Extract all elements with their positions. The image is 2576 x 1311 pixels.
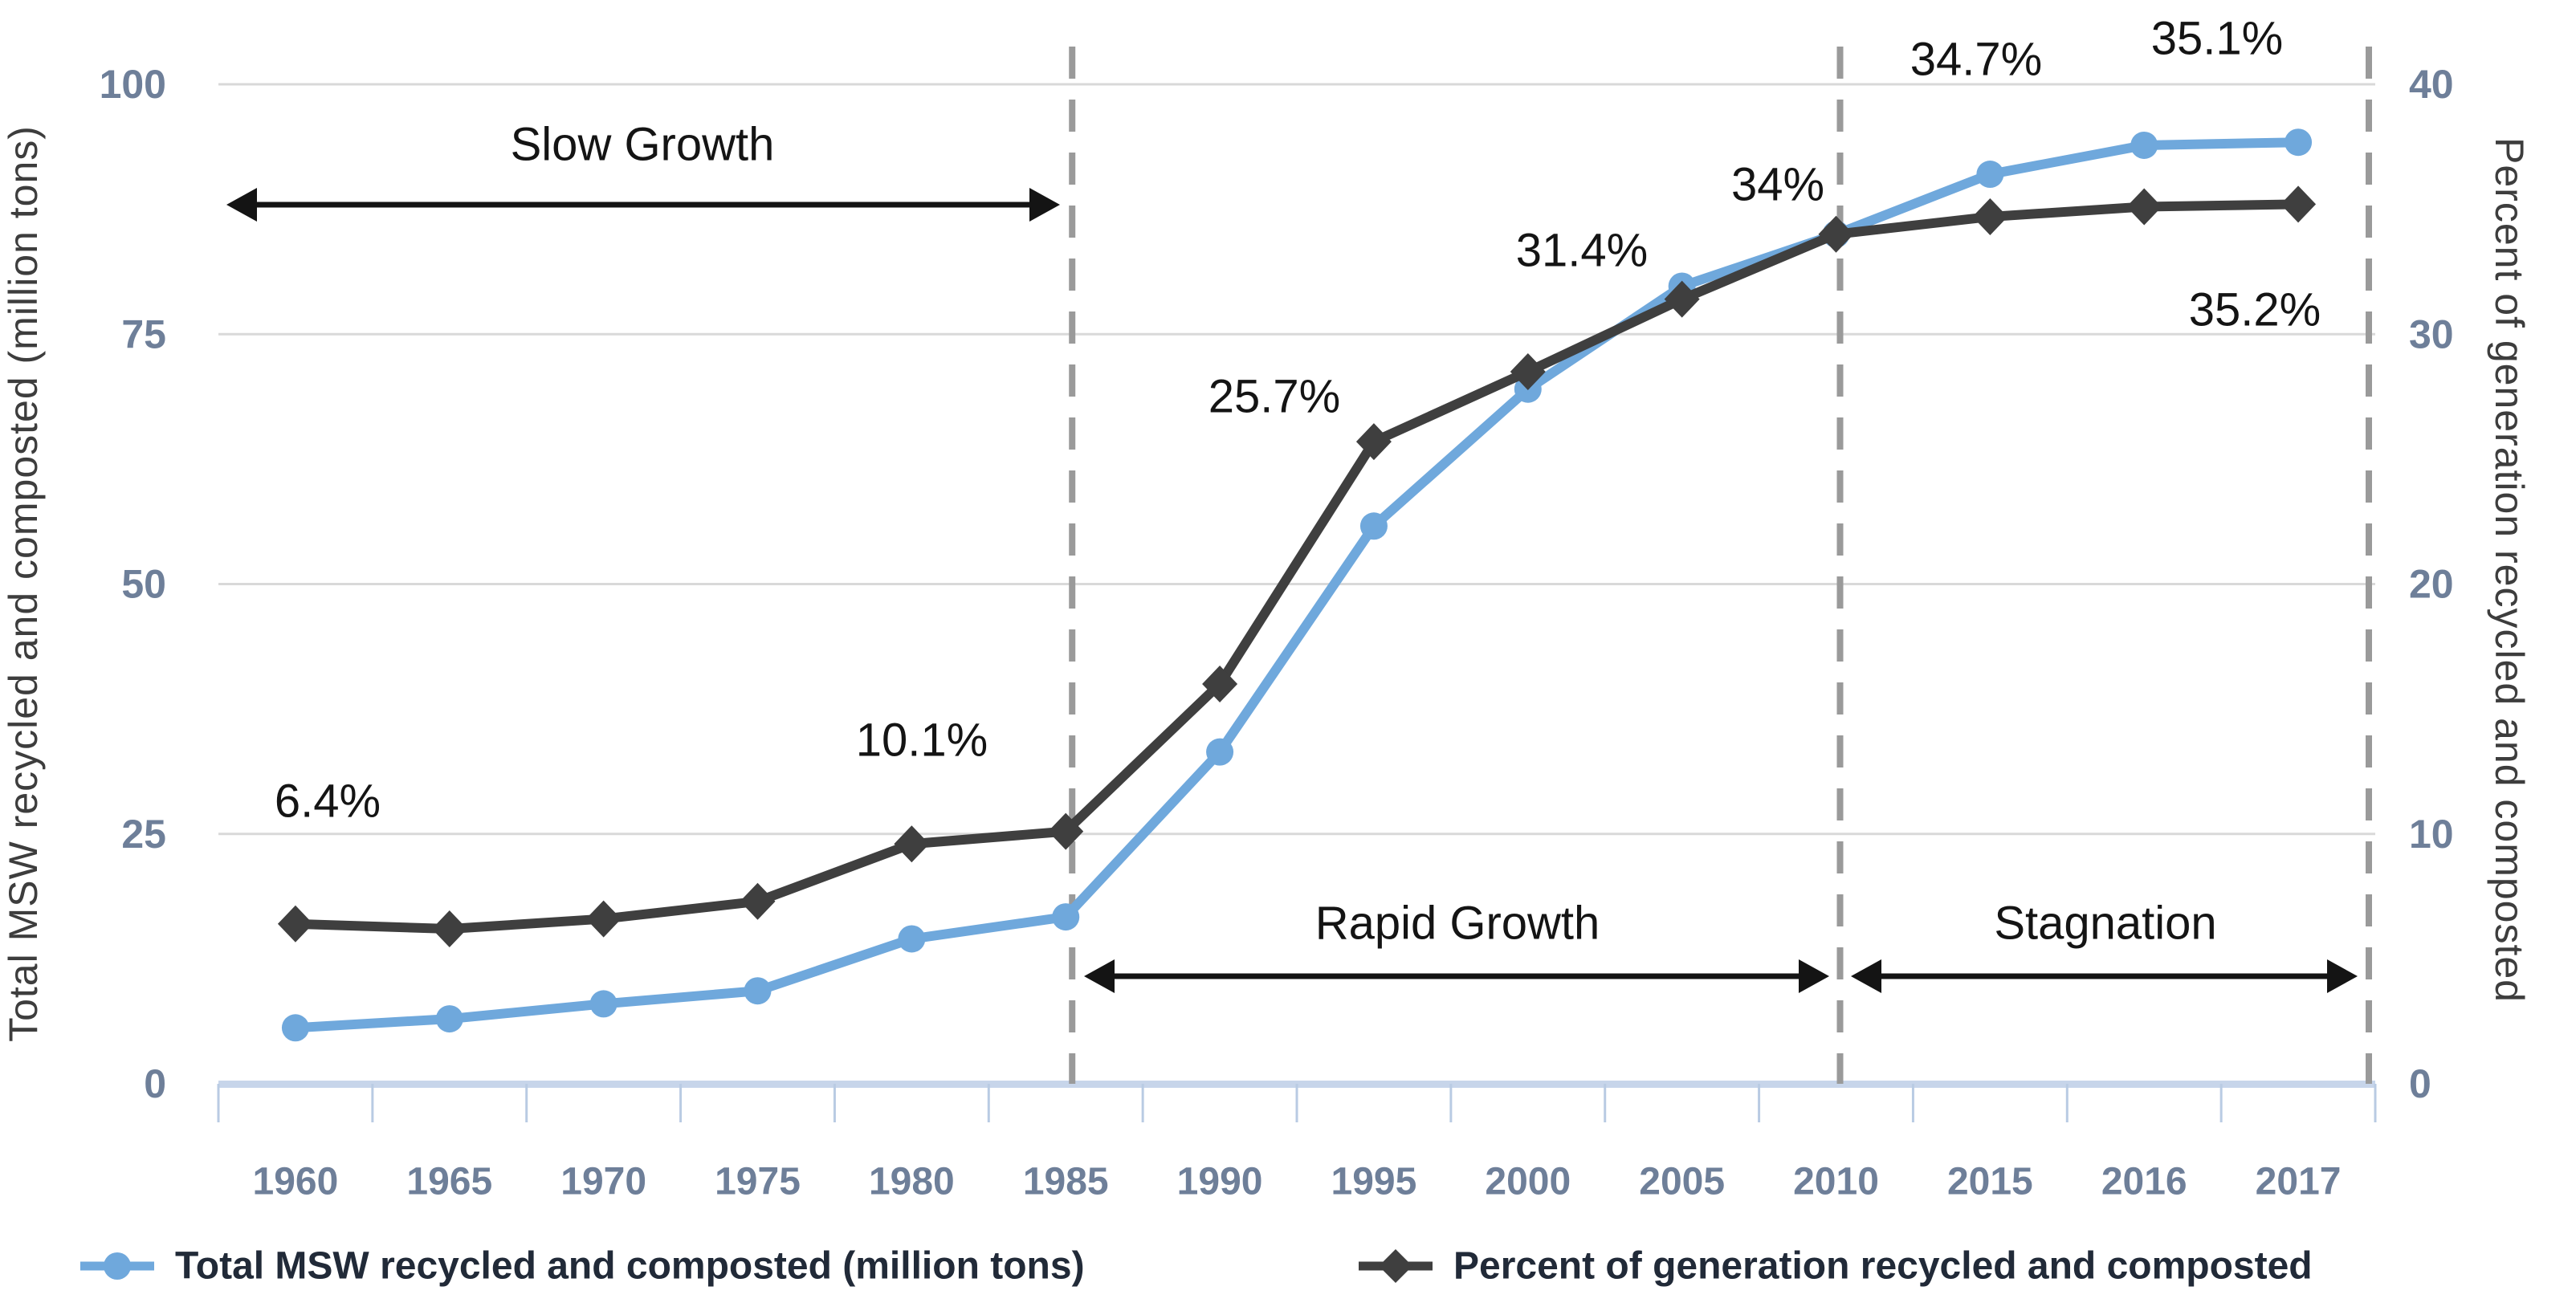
year-label: 2010 bbox=[1793, 1161, 1879, 1203]
year-label: 2005 bbox=[1639, 1161, 1725, 1203]
phase-label: Rapid Growth bbox=[1315, 898, 1600, 950]
percent-value-annotation: 34.7% bbox=[1910, 34, 2042, 86]
right-axis-title: Percent of generation recycled and compo… bbox=[2487, 137, 2532, 1003]
data-point-circle bbox=[1206, 738, 1234, 766]
year-label: 1995 bbox=[1331, 1161, 1417, 1203]
data-point-diamond bbox=[585, 900, 622, 938]
data-point-diamond bbox=[1818, 215, 1854, 253]
data-point-diamond bbox=[277, 905, 313, 943]
data-point-diamond bbox=[740, 882, 776, 920]
series-percent bbox=[277, 185, 2317, 948]
legend-label-tons: Total MSW recycled and composted (millio… bbox=[175, 1245, 1085, 1288]
x-axis-year-labels: 1960 1965 1970 1975 1980 1985 1990 1995 2000 2005… bbox=[253, 1161, 2342, 1203]
arrowhead-icon bbox=[1029, 188, 1060, 222]
year-label: 1965 bbox=[406, 1161, 492, 1203]
year-label: 2000 bbox=[1485, 1161, 1571, 1203]
legend-diamond-icon bbox=[1379, 1249, 1412, 1283]
percent-value-annotation: 35.1% bbox=[2151, 13, 2283, 65]
left-tick-label: 0 bbox=[144, 1061, 166, 1106]
percent-value-annotation: 35.2% bbox=[2189, 284, 2321, 336]
right-tick-label: 10 bbox=[2409, 812, 2454, 857]
data-point-diamond bbox=[1510, 352, 1546, 390]
series-line bbox=[295, 137, 2299, 1033]
left-tick-label: 75 bbox=[121, 311, 166, 356]
data-point-circle bbox=[2130, 131, 2158, 159]
arrowhead-icon bbox=[1851, 959, 1881, 993]
percent-value-annotation: 25.7% bbox=[1209, 371, 1340, 423]
data-point-diamond bbox=[1664, 280, 1700, 318]
left-tick-label: 50 bbox=[121, 562, 166, 607]
year-label: 2015 bbox=[1947, 1161, 2033, 1203]
percent-value-annotation: 34% bbox=[1731, 159, 1824, 211]
year-label: 1985 bbox=[1023, 1161, 1109, 1203]
phase-region: Slow Growth bbox=[226, 119, 1060, 222]
phase-region: Stagnation bbox=[1851, 898, 2358, 993]
right-tick-label: 40 bbox=[2409, 62, 2454, 107]
percent-value-annotation: 31.4% bbox=[1516, 225, 1648, 277]
year-label: 1980 bbox=[869, 1161, 955, 1203]
data-point-circle bbox=[1976, 161, 2004, 189]
right-axis-tick-labels: 40 30 20 10 0 bbox=[2409, 62, 2454, 1106]
data-point-diamond bbox=[2126, 188, 2162, 226]
legend-circle-icon bbox=[104, 1252, 131, 1280]
data-point-diamond bbox=[1972, 197, 2008, 235]
data-series bbox=[277, 128, 2317, 1042]
data-point-diamond bbox=[431, 910, 467, 948]
data-point-diamond bbox=[1355, 423, 1392, 461]
percent-annotations: 6.4% 10.1% 25.7% 31.4% 34% 34.7% 35.1% 35.2% bbox=[275, 13, 2321, 828]
x-axis-ticks bbox=[217, 1084, 2377, 1122]
year-label: 1970 bbox=[560, 1161, 646, 1203]
gridlines bbox=[218, 83, 2375, 836]
data-point-diamond bbox=[2280, 185, 2317, 223]
data-point-circle bbox=[435, 1005, 463, 1033]
data-point-diamond bbox=[1048, 812, 1084, 850]
left-tick-label: 25 bbox=[121, 812, 166, 857]
arrowhead-icon bbox=[1799, 959, 1829, 993]
left-tick-label: 100 bbox=[100, 62, 166, 107]
data-point-circle bbox=[589, 990, 618, 1018]
year-label: 1960 bbox=[253, 1161, 339, 1203]
left-axis-title: Total MSW recycled and composted (millio… bbox=[1, 125, 46, 1042]
series-line bbox=[295, 199, 2299, 934]
percent-value-annotation: 10.1% bbox=[856, 715, 988, 767]
data-point-diamond bbox=[894, 825, 930, 863]
year-label: 1990 bbox=[1177, 1161, 1263, 1203]
data-point-circle bbox=[744, 977, 772, 1005]
phase-label: Stagnation bbox=[1994, 898, 2216, 950]
arrowhead-icon bbox=[2327, 959, 2358, 993]
arrowhead-icon bbox=[1084, 959, 1115, 993]
phase-label: Slow Growth bbox=[511, 119, 775, 171]
arrowhead-icon bbox=[226, 188, 257, 222]
data-point-circle bbox=[1052, 903, 1080, 931]
legend-label-percent: Percent of generation recycled and compo… bbox=[1453, 1245, 2313, 1288]
phase-annotations: Slow Growth Rapid Growth Stagnation bbox=[226, 119, 2358, 993]
data-point-circle bbox=[2285, 128, 2313, 157]
data-point-diamond bbox=[1202, 666, 1238, 702]
percent-value-annotation: 6.4% bbox=[275, 776, 381, 828]
year-label: 2016 bbox=[2101, 1161, 2187, 1203]
legend-item-percent: Percent of generation recycled and compo… bbox=[1359, 1245, 2313, 1288]
year-label: 1975 bbox=[715, 1161, 801, 1203]
right-tick-label: 30 bbox=[2409, 311, 2454, 356]
year-label: 2017 bbox=[2256, 1161, 2342, 1203]
data-point-circle bbox=[898, 925, 926, 953]
data-point-circle bbox=[1359, 512, 1388, 540]
phase-region: Rapid Growth bbox=[1084, 898, 1829, 993]
legend-item-tons: Total MSW recycled and composted (millio… bbox=[80, 1245, 1085, 1288]
right-tick-label: 0 bbox=[2409, 1061, 2431, 1106]
right-tick-label: 20 bbox=[2409, 562, 2454, 607]
left-axis-tick-labels: 100 75 50 25 0 bbox=[100, 62, 166, 1106]
data-point-circle bbox=[281, 1014, 309, 1042]
legend: Total MSW recycled and composted (millio… bbox=[80, 1245, 2313, 1288]
